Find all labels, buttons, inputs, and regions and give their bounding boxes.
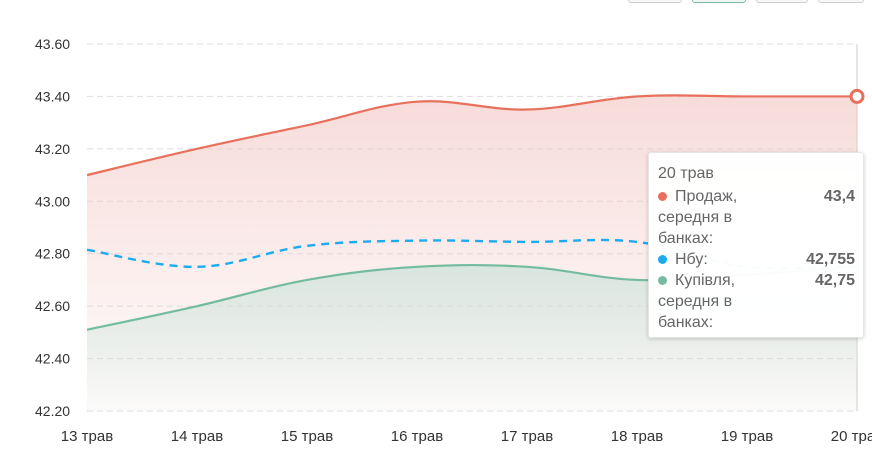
range-button-1[interactable] bbox=[628, 0, 682, 3]
y-tick-label: 43.40 bbox=[35, 88, 70, 104]
range-button-2[interactable] bbox=[692, 0, 746, 3]
tooltip-item-label-group: Нбу: bbox=[658, 249, 778, 270]
y-tick-label: 43.00 bbox=[35, 193, 70, 209]
chart-tooltip: 20 трав Продаж, середня в банках: 43,4 Нбу: 4… bbox=[648, 152, 864, 338]
tooltip-item-label-group: Продаж, середня в банках: bbox=[658, 186, 778, 249]
x-tick-label: 19 трав bbox=[721, 428, 773, 445]
tooltip-item: Купівля, середня в банках: 42,75 bbox=[658, 270, 855, 333]
x-tick-label: 17 трав bbox=[501, 428, 553, 445]
y-axis-ticks: 42.20 42.40 42.60 42.80 43.00 43.20 43.40 43.60 bbox=[35, 36, 70, 419]
tooltip-item-value: 42,755 bbox=[806, 251, 855, 268]
x-tick-label: 15 трав bbox=[281, 428, 333, 445]
y-tick-label: 42.80 bbox=[35, 246, 70, 262]
x-tick-label: 18 трав bbox=[611, 428, 663, 445]
x-axis-ticks: 13 трав 14 трав 15 трав 16 трав 17 трав 18 тр… bbox=[61, 428, 872, 445]
tooltip-item-label: Нбу: bbox=[675, 251, 708, 268]
x-tick-label: 20 трав bbox=[831, 428, 872, 445]
tooltip-item-value: 42,75 bbox=[814, 272, 855, 289]
highlight-markers bbox=[849, 88, 865, 104]
y-tick-label: 43.60 bbox=[35, 36, 70, 52]
tooltip-item-label-group: Купівля, середня в банках: bbox=[658, 270, 778, 333]
highlight-point bbox=[849, 88, 865, 104]
y-tick-label: 42.40 bbox=[35, 351, 70, 367]
tooltip-item-value: 43,4 bbox=[823, 188, 855, 205]
x-tick-label: 13 трав bbox=[61, 428, 113, 445]
x-tick-label: 14 трав bbox=[171, 428, 223, 445]
legend-dot-icon bbox=[658, 276, 667, 285]
series-line-0 bbox=[86, 94, 857, 177]
tooltip-item-label: Продаж, середня в банках: bbox=[658, 188, 738, 247]
y-tick-label: 42.20 bbox=[35, 403, 70, 419]
tooltip-item: Нбу: 42,755 bbox=[658, 249, 855, 270]
tooltip-item-label: Купівля, середня в банках: bbox=[658, 272, 736, 331]
y-tick-label: 42.60 bbox=[35, 298, 70, 314]
legend-dot-icon bbox=[658, 192, 667, 201]
range-button-3[interactable] bbox=[756, 0, 808, 3]
tooltip-date: 20 трав bbox=[658, 165, 714, 182]
tooltip-item: Продаж, середня в банках: 43,4 bbox=[658, 186, 855, 249]
range-button-4[interactable] bbox=[818, 0, 864, 3]
y-tick-label: 43.20 bbox=[35, 141, 70, 157]
x-tick-label: 16 трав bbox=[391, 428, 443, 445]
legend-dot-icon bbox=[658, 255, 667, 264]
